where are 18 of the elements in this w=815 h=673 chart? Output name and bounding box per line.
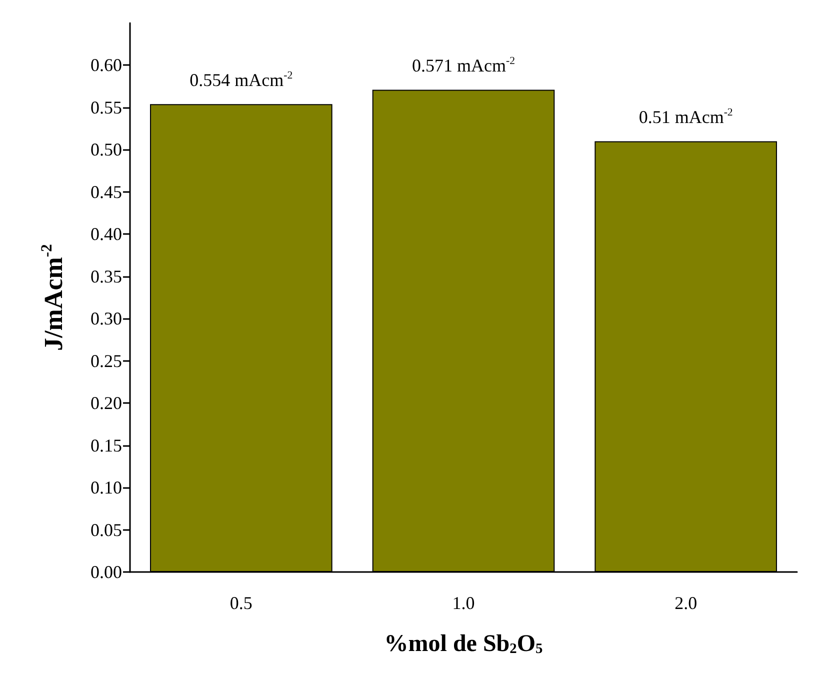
x-tick-label: 1.0 [452, 593, 475, 613]
y-tick-label: 0.20 [90, 393, 122, 414]
y-tick-label: 0.60 [90, 55, 122, 76]
y-tick-label: 0.15 [90, 435, 122, 456]
y-tick-label: 0.10 [90, 478, 122, 498]
y-tick-label: 0.25 [90, 350, 122, 371]
x-axis-title: %mol de Sb2O5 [384, 631, 543, 657]
x-tick-label: 2.0 [674, 593, 698, 613]
y-tick-label: 0.35 [90, 266, 122, 286]
y-tick-label: 0.40 [90, 224, 122, 244]
y-tick-label: 0.30 [90, 308, 122, 329]
y-tick-label: 0.00 [90, 562, 122, 582]
y-tick-label: 0.55 [90, 97, 122, 118]
y-tick-label: 0.50 [90, 140, 122, 160]
x-tick-label: 0.5 [230, 593, 252, 613]
y-tick-label: 0.05 [90, 520, 122, 540]
y-axis-title: J/mAcm-2 [38, 244, 68, 351]
y-tick-label: 0.45 [90, 182, 122, 202]
